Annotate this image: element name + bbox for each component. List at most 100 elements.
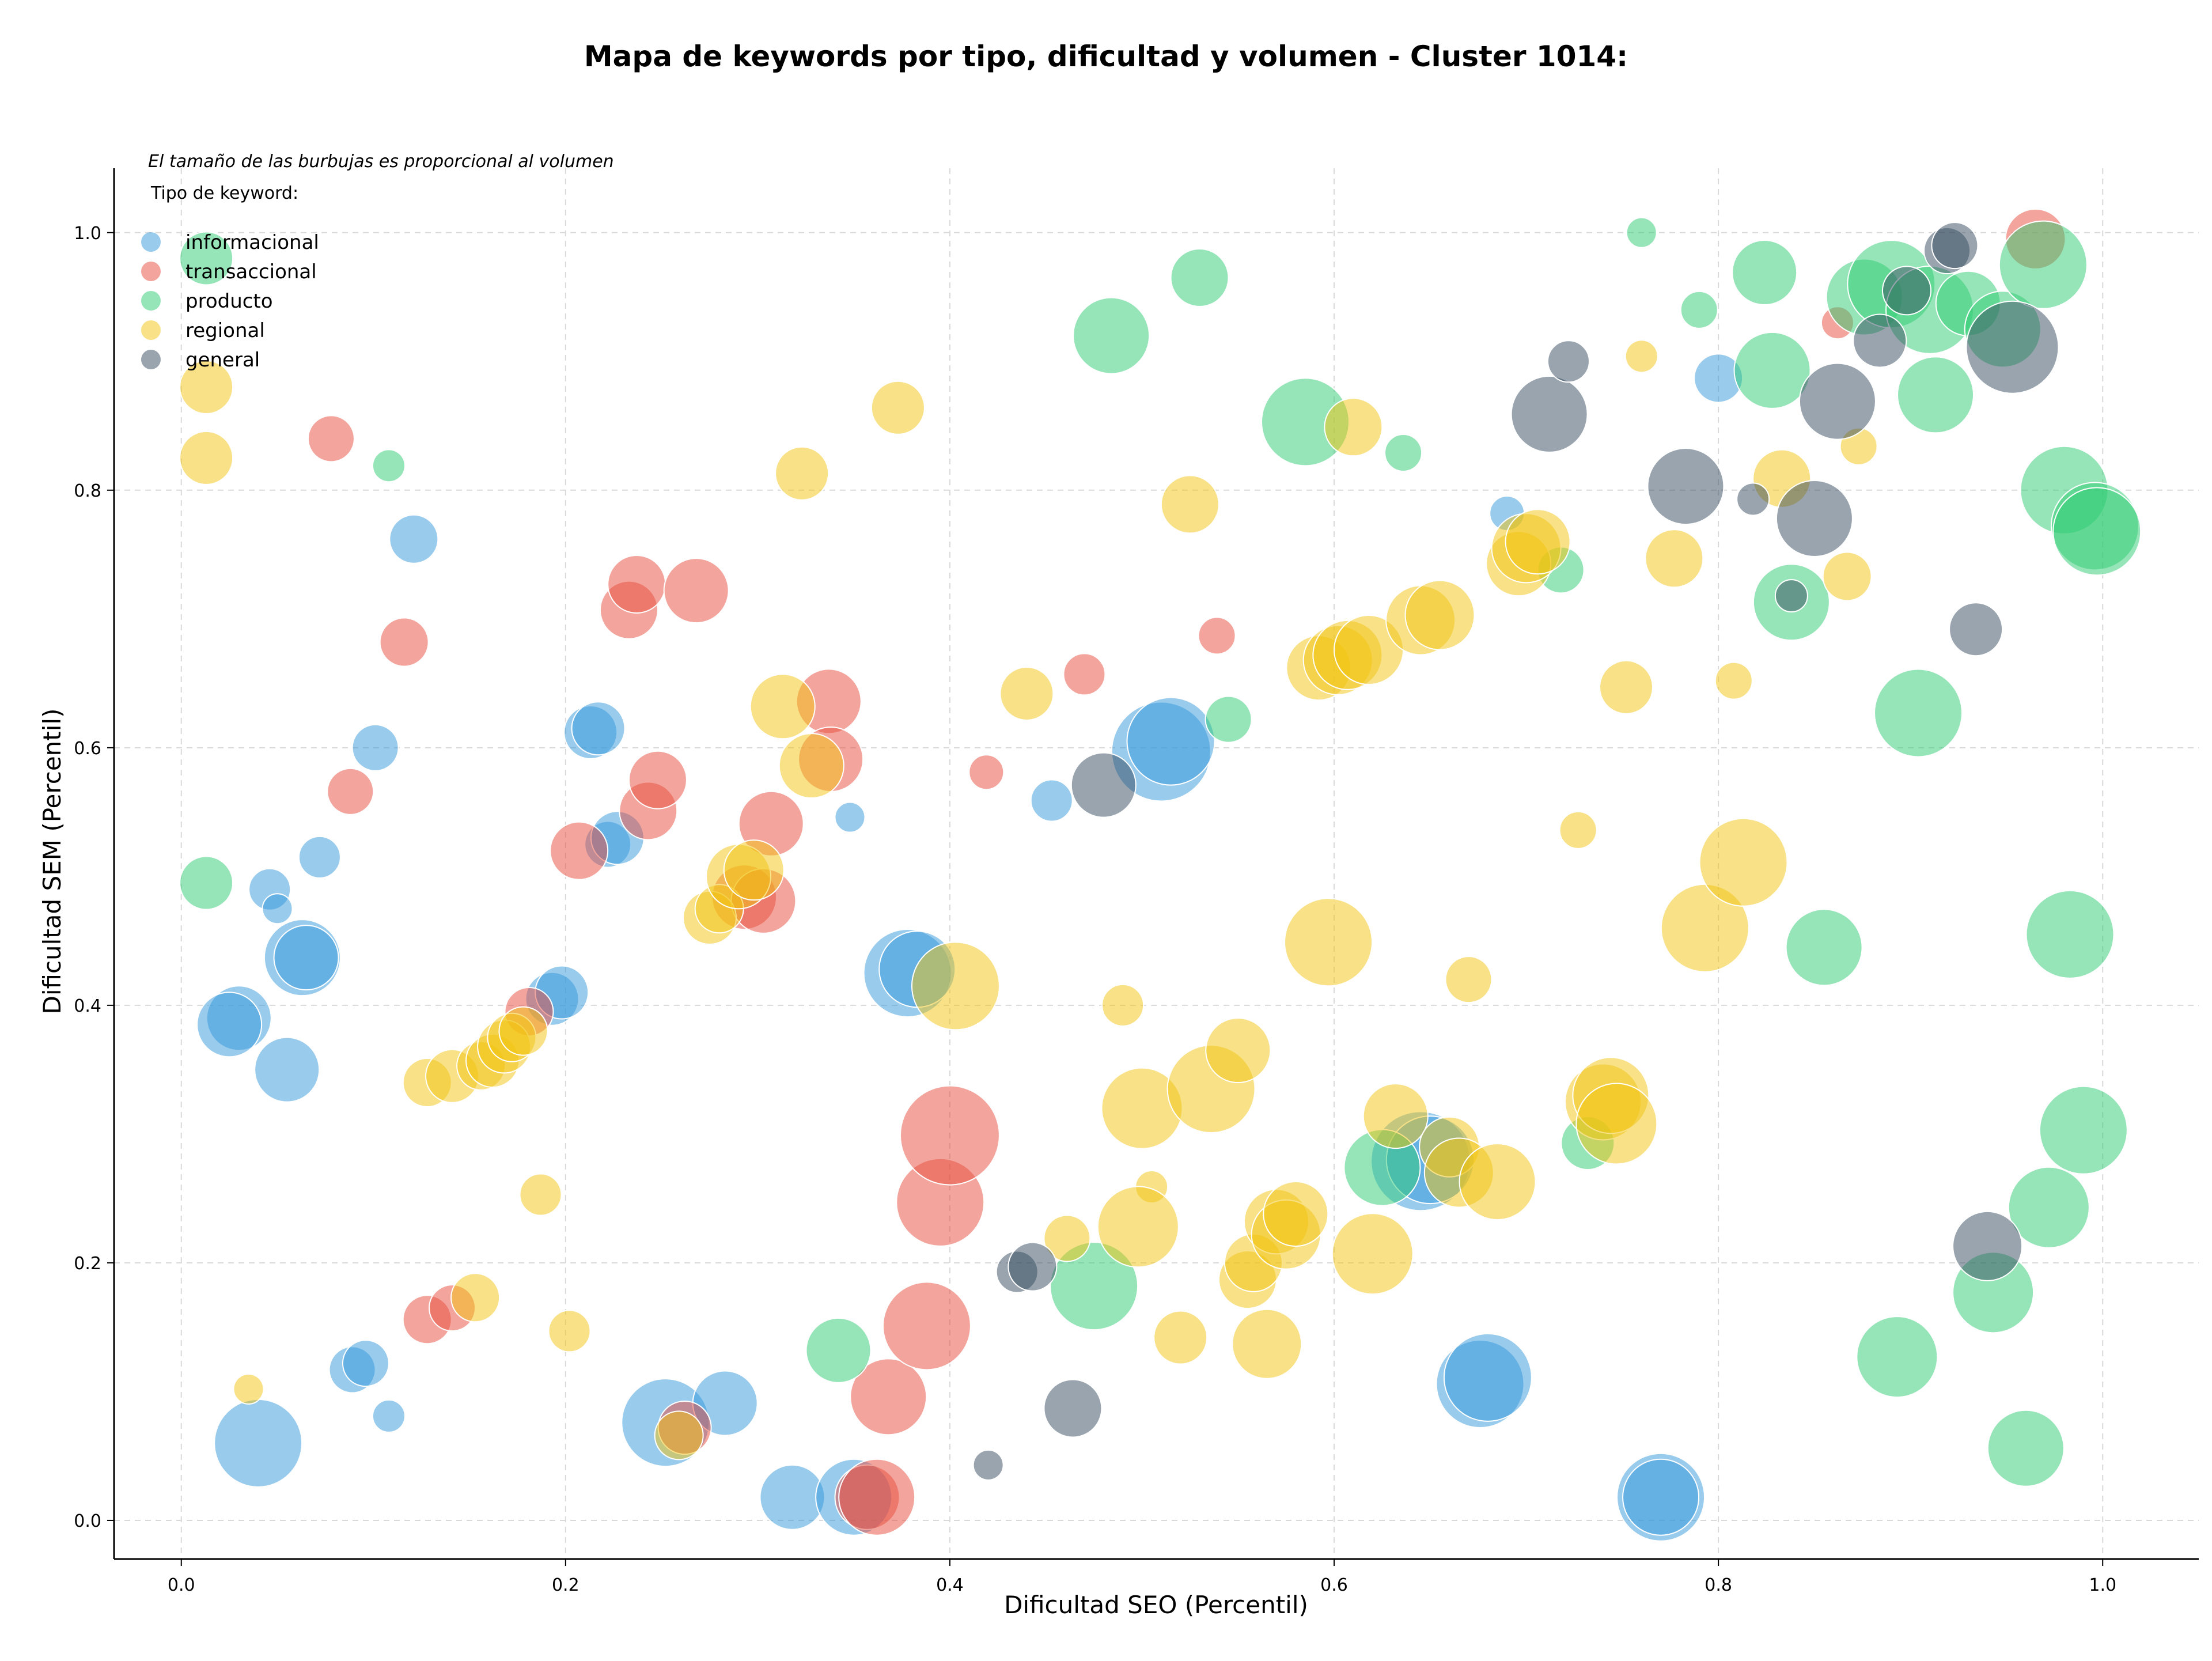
bubble-point bbox=[850, 1358, 927, 1436]
bubble-point bbox=[351, 724, 399, 771]
bubble-point bbox=[1853, 313, 1907, 368]
bubble-point bbox=[1331, 1213, 1414, 1295]
bubble-point bbox=[899, 1085, 1000, 1186]
volume-note: El tamaño de las burbujas es proporciona… bbox=[148, 152, 614, 172]
bubble-point bbox=[372, 1399, 406, 1433]
bubble-point bbox=[911, 941, 1000, 1031]
bubble-point bbox=[759, 1464, 825, 1530]
bubble-point bbox=[1897, 356, 1975, 434]
bubble-point bbox=[233, 1373, 264, 1405]
x-tick-label: 0.8 bbox=[1705, 1575, 1732, 1595]
bubble-point bbox=[1559, 811, 1597, 849]
bubble-point bbox=[1733, 331, 1811, 409]
bubble-point bbox=[2008, 1166, 2090, 1248]
y-tick-label: 0.6 bbox=[74, 739, 101, 759]
bubble-point bbox=[179, 856, 234, 910]
legend-label: informacional bbox=[185, 231, 319, 254]
y-tick-label: 0.8 bbox=[74, 481, 101, 501]
bubble-point bbox=[2052, 487, 2142, 576]
legend-marker bbox=[141, 350, 161, 369]
bubble-point bbox=[1263, 1181, 1329, 1247]
chart-title: Mapa de keywords por tipo, dificultad y … bbox=[584, 40, 1628, 73]
bubble-point bbox=[379, 617, 429, 667]
legend-label: transaccional bbox=[185, 260, 317, 283]
x-tick-label: 0.4 bbox=[936, 1575, 964, 1595]
bubble-point bbox=[1949, 602, 2003, 657]
bubble-point bbox=[1050, 1242, 1139, 1331]
bubble-point bbox=[723, 839, 785, 901]
bubble-point bbox=[1384, 433, 1423, 472]
bubble-point bbox=[654, 1410, 704, 1461]
bubble-point bbox=[1030, 779, 1073, 822]
bubble-point bbox=[1952, 1210, 2023, 1281]
y-tick-label: 0.2 bbox=[74, 1254, 101, 1274]
bubble-point bbox=[1699, 818, 1788, 907]
bubble-point bbox=[450, 1273, 501, 1323]
bubble-point bbox=[1547, 340, 1590, 383]
bubble-point bbox=[1775, 479, 1853, 557]
bubble-point bbox=[1063, 653, 1106, 696]
bubble-point bbox=[1205, 1017, 1271, 1084]
bubble-point bbox=[882, 1281, 971, 1371]
axes: 0.0 0.2 0.4 0.6 0.8 1.0 0.0 0.2 0.4 0.6 0.8 1.0 bbox=[74, 168, 2199, 1595]
bubble-point bbox=[298, 835, 341, 879]
x-tick-label: 0.0 bbox=[168, 1575, 195, 1595]
bubble-point bbox=[327, 767, 374, 815]
bubble-point bbox=[1798, 362, 1876, 440]
bubble-point bbox=[1714, 661, 1753, 700]
bubble-point bbox=[1198, 616, 1236, 655]
bubble-point bbox=[307, 415, 355, 463]
bubble-point bbox=[1362, 1083, 1429, 1149]
bubble-point bbox=[1965, 300, 2059, 394]
bubble-point bbox=[1097, 1186, 1179, 1268]
bubble-point bbox=[999, 666, 1054, 721]
bubble-point bbox=[1931, 222, 1979, 270]
bubble-point bbox=[1043, 1214, 1091, 1262]
bubble-point bbox=[663, 558, 729, 624]
bubble-point bbox=[1459, 1143, 1536, 1221]
bubble-point bbox=[1232, 1308, 1302, 1379]
legend: Tipo de keyword: informacional transaccio… bbox=[141, 183, 319, 372]
x-tick-label: 0.2 bbox=[552, 1575, 579, 1595]
bubble-point bbox=[1443, 1333, 1532, 1422]
bubble-point bbox=[1645, 529, 1704, 588]
bubble-point bbox=[968, 754, 1005, 790]
bubble-layer bbox=[179, 208, 2142, 1542]
bubble-point bbox=[389, 514, 439, 564]
bubble-point bbox=[1205, 695, 1252, 743]
bubble-point bbox=[179, 231, 234, 286]
bubble-point bbox=[1153, 1310, 1208, 1365]
legend-marker bbox=[141, 232, 161, 252]
bubble-point bbox=[2039, 1085, 2128, 1175]
bubble-point bbox=[1445, 956, 1493, 1004]
bubble-point bbox=[607, 554, 666, 614]
bubble-point bbox=[342, 1340, 389, 1387]
bubble-point bbox=[519, 1173, 562, 1216]
bubble-point bbox=[1624, 339, 1658, 373]
bubble-point bbox=[548, 1310, 591, 1353]
bubble-point bbox=[498, 1006, 548, 1056]
bubble-point bbox=[1101, 983, 1145, 1027]
bubble-point bbox=[262, 893, 293, 925]
bubble-point bbox=[1874, 668, 1963, 758]
x-axis-label: Dificultad SEO (Percentil) bbox=[1004, 1591, 1308, 1619]
bubble-point bbox=[1785, 909, 1863, 986]
bubble-point bbox=[1882, 266, 1932, 316]
y-tick-label: 0.0 bbox=[74, 1511, 101, 1531]
bubble-point bbox=[1599, 660, 1654, 714]
bubble-point bbox=[1043, 1379, 1103, 1438]
bubble-point bbox=[1736, 482, 1770, 516]
bubble-point bbox=[2025, 890, 2115, 979]
bubble-point bbox=[749, 674, 816, 740]
y-tick-label: 1.0 bbox=[74, 224, 101, 244]
legend-marker bbox=[141, 291, 161, 311]
bubble-point bbox=[550, 821, 609, 880]
series-regional bbox=[179, 339, 1878, 1461]
bubble-point bbox=[972, 1449, 1004, 1481]
legend-label: producto bbox=[185, 290, 273, 313]
bubble-point bbox=[179, 430, 234, 485]
bubble-point bbox=[1998, 220, 2088, 309]
bubble-point bbox=[1987, 1409, 2065, 1487]
bubble-point bbox=[273, 925, 339, 991]
bubble-point bbox=[1126, 697, 1215, 786]
